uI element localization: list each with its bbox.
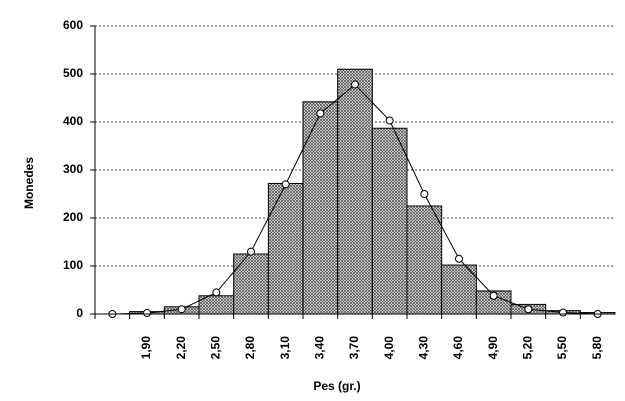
y-tick-label: 300 bbox=[63, 162, 83, 176]
bar bbox=[337, 68, 373, 315]
x-tick-label: 2,80 bbox=[243, 336, 257, 360]
point bbox=[177, 305, 186, 314]
y-tick-label: 600 bbox=[63, 18, 83, 32]
y-tick-label: 0 bbox=[76, 306, 83, 320]
point bbox=[247, 247, 255, 256]
x-tick-label: 1,90 bbox=[139, 336, 153, 360]
x-tick-label: 4,30 bbox=[417, 336, 431, 360]
y-axis-title: Monedes bbox=[22, 157, 36, 209]
point bbox=[385, 116, 394, 125]
point bbox=[351, 80, 359, 89]
point bbox=[143, 309, 151, 318]
point bbox=[559, 308, 567, 317]
y-tick-label: 400 bbox=[63, 114, 83, 128]
x-tick-label: 3,10 bbox=[278, 336, 292, 360]
bar bbox=[267, 182, 304, 315]
point bbox=[316, 109, 325, 118]
x-tick-label: 3,40 bbox=[313, 336, 327, 360]
point bbox=[489, 291, 498, 300]
x-tick-label: 3,70 bbox=[347, 336, 361, 360]
point bbox=[524, 305, 533, 314]
bar bbox=[406, 205, 443, 315]
bar bbox=[233, 253, 269, 315]
x-tick-label: 4,60 bbox=[451, 336, 465, 360]
point bbox=[455, 254, 463, 263]
y-tick-label: 500 bbox=[63, 66, 83, 80]
x-axis-title: Pes (gr.) bbox=[313, 379, 360, 393]
x-tick-label: 2,50 bbox=[209, 336, 223, 360]
y-tick-label: 200 bbox=[63, 210, 83, 224]
bar bbox=[371, 127, 408, 315]
point bbox=[281, 180, 290, 189]
x-tick-label: 5,80 bbox=[590, 336, 604, 360]
y-tick-label: 100 bbox=[63, 258, 83, 272]
x-tick-label: 5,50 bbox=[555, 336, 569, 360]
point bbox=[420, 190, 429, 198]
x-tick-label: 2,20 bbox=[174, 336, 188, 360]
point bbox=[212, 288, 221, 297]
bar bbox=[302, 101, 339, 315]
x-tick-label: 5,20 bbox=[521, 336, 535, 360]
x-tick-label: 4,00 bbox=[382, 336, 396, 360]
x-tick-label: 4,90 bbox=[486, 336, 500, 360]
